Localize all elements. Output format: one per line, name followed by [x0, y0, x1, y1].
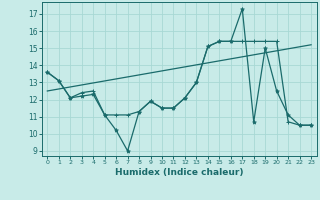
X-axis label: Humidex (Indice chaleur): Humidex (Indice chaleur) [115, 168, 244, 177]
